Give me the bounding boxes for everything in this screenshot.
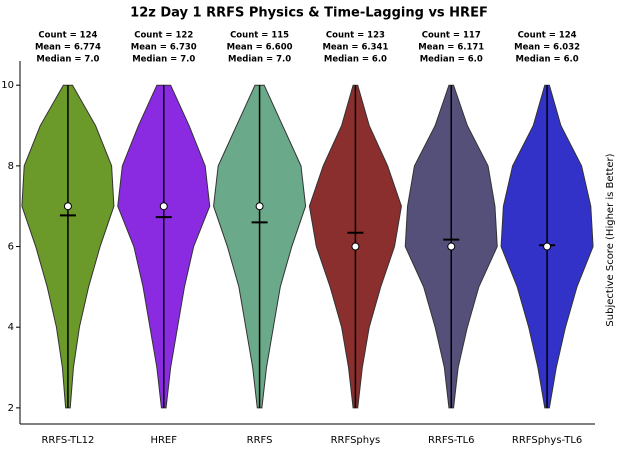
median-dot <box>255 202 264 211</box>
stat-annotation: Count = 124 <box>38 31 97 41</box>
stat-annotation: Mean = 6.730 <box>131 43 197 53</box>
stat-annotation: Mean = 6.774 <box>35 43 101 53</box>
y-tick-label: 2 <box>8 403 14 414</box>
stat-annotation: Median = 7.0 <box>36 55 99 65</box>
stat-annotation: Count = 122 <box>134 31 193 41</box>
stat-annotation: Median = 7.0 <box>228 55 291 65</box>
stat-annotation: Mean = 6.032 <box>514 43 580 53</box>
stat-annotation: Mean = 6.341 <box>322 43 388 53</box>
x-tick-label: RRFS-TL12 <box>41 435 94 446</box>
y-tick-label: 8 <box>8 161 14 172</box>
stat-annotation: Median = 6.0 <box>420 55 483 65</box>
stat-annotation: Count = 117 <box>422 31 481 41</box>
x-tick-label: RRFSphys-TL6 <box>512 435 582 446</box>
y-tick-label: 4 <box>8 322 14 333</box>
stat-annotation: Mean = 6.171 <box>418 43 484 53</box>
x-tick-label: RRFSphys <box>331 435 381 446</box>
stat-annotation: Median = 7.0 <box>132 55 195 65</box>
y-axis-label: Subjective Score (Higher is Better) <box>605 153 616 326</box>
stat-annotation: Count = 124 <box>518 31 577 41</box>
stat-annotation: Count = 123 <box>326 31 385 41</box>
median-dot <box>351 242 360 251</box>
stat-annotation: Median = 6.0 <box>324 55 387 65</box>
stat-annotation: Count = 115 <box>230 31 289 41</box>
y-tick-label: 10 <box>1 80 14 91</box>
median-dot <box>159 202 168 211</box>
stat-annotation: Mean = 6.600 <box>227 43 293 53</box>
x-tick-label: RRFS-TL6 <box>428 435 475 446</box>
median-dot <box>447 242 456 251</box>
x-tick-label: HREF <box>150 435 177 446</box>
x-tick-label: RRFS <box>247 435 273 446</box>
y-tick-label: 6 <box>8 242 14 253</box>
median-dot <box>63 202 72 211</box>
chart-title: 12z Day 1 RRFS Physics & Time-Lagging vs… <box>130 6 488 21</box>
median-dot <box>543 242 552 251</box>
stat-annotation: Median = 6.0 <box>516 55 579 65</box>
